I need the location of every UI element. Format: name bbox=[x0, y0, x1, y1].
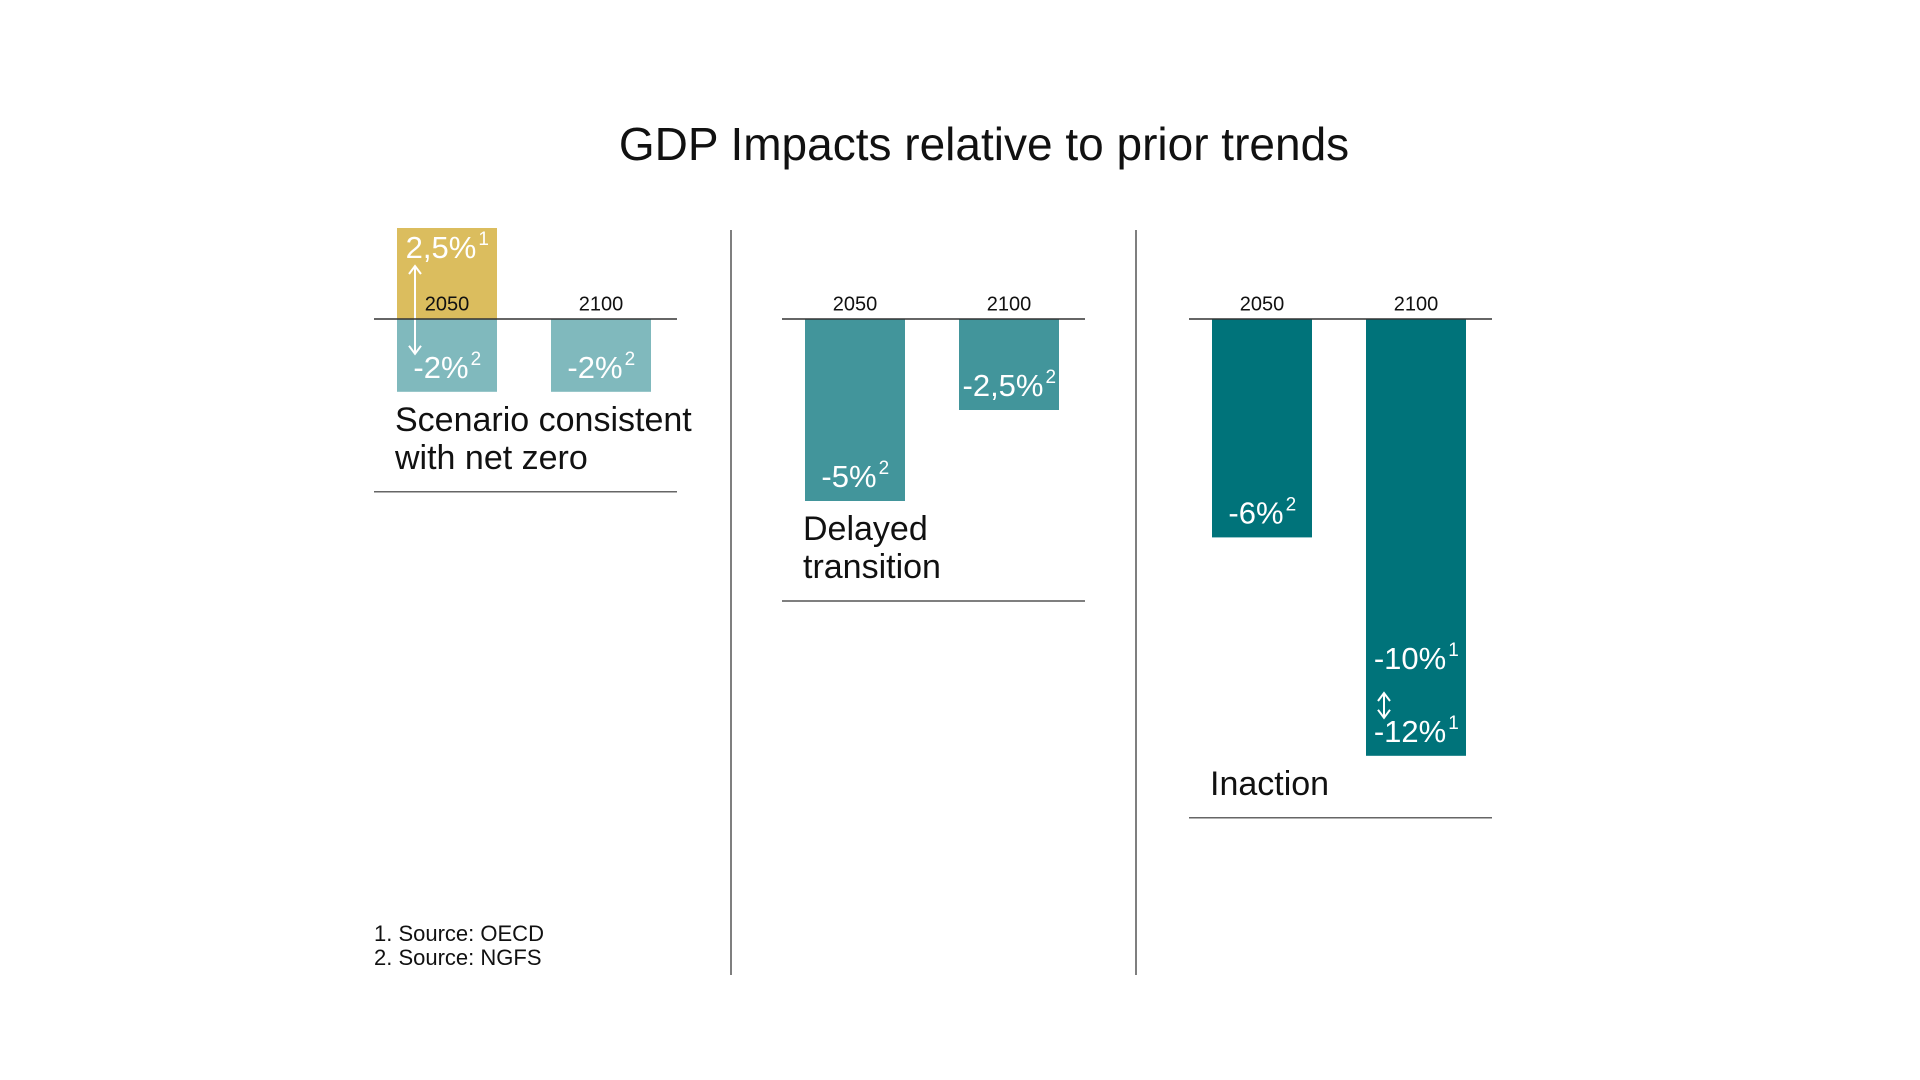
value-label: -10% bbox=[1374, 641, 1446, 676]
x-tick-label: 2100 bbox=[1394, 293, 1439, 315]
value-label: -5% bbox=[821, 459, 876, 494]
footnote-ref: 2 bbox=[879, 458, 890, 479]
x-tick-label: 2100 bbox=[987, 293, 1032, 315]
value-label: -2% bbox=[413, 350, 468, 385]
scenario-label: transition bbox=[803, 548, 941, 586]
footnote-ref: 2 bbox=[625, 349, 636, 370]
footnote-ref: 2 bbox=[1045, 367, 1056, 388]
chart-title: GDP Impacts relative to prior trends bbox=[619, 118, 1349, 170]
arrow-head bbox=[1377, 709, 1391, 720]
scenario-label: Delayed bbox=[803, 510, 928, 548]
arrow-head bbox=[1377, 691, 1391, 702]
bar bbox=[1366, 319, 1466, 683]
footnote: 1. Source: OECD bbox=[374, 921, 544, 946]
footnote-ref: 2 bbox=[1286, 494, 1297, 515]
x-tick-label: 2050 bbox=[425, 293, 470, 315]
value-label: 2,5% bbox=[406, 230, 477, 265]
bar bbox=[959, 319, 1059, 410]
footnote: 2. Source: NGFS bbox=[374, 945, 542, 970]
footnote-ref: 1 bbox=[1448, 713, 1459, 734]
value-label: -2% bbox=[567, 350, 622, 385]
x-tick-label: 2050 bbox=[1240, 293, 1285, 315]
value-label: -6% bbox=[1228, 496, 1283, 531]
scenario-label: Scenario consistent bbox=[395, 401, 692, 439]
x-tick-label: 2100 bbox=[579, 293, 624, 315]
footnote-ref: 2 bbox=[471, 349, 482, 370]
footnote-ref: 1 bbox=[1448, 640, 1459, 661]
bar bbox=[1212, 319, 1312, 538]
value-label: -2,5% bbox=[963, 368, 1044, 403]
scenario-label: with net zero bbox=[394, 439, 588, 477]
arrow-head bbox=[408, 264, 422, 275]
x-tick-label: 2050 bbox=[833, 293, 878, 315]
arrow-head bbox=[408, 345, 422, 356]
scenario-label: Inaction bbox=[1210, 765, 1329, 803]
bar bbox=[805, 319, 905, 501]
bar bbox=[551, 319, 651, 392]
bar bbox=[397, 228, 497, 319]
value-label: -12% bbox=[1374, 714, 1446, 749]
bar bbox=[397, 319, 497, 392]
footnote-ref: 1 bbox=[478, 229, 489, 250]
